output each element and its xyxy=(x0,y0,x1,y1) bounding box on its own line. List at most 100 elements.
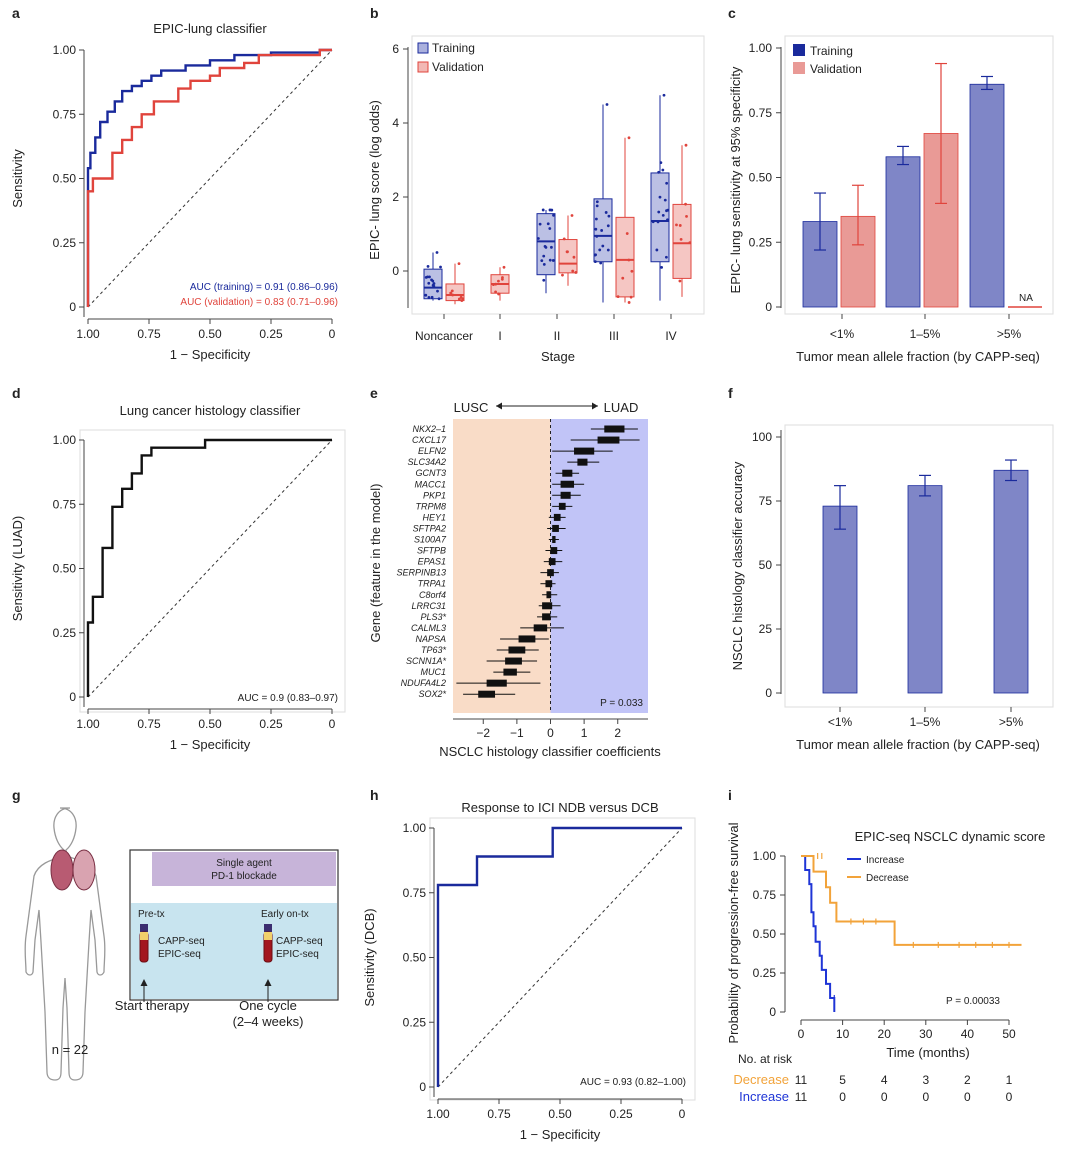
f-y-tick-label: 75 xyxy=(759,494,773,508)
c-y-tick-label: 1.00 xyxy=(749,41,773,55)
a-y-label: Sensitivity xyxy=(10,149,25,208)
b-data-point xyxy=(427,281,431,285)
a-roc-curve-0 xyxy=(86,48,332,307)
a-y-tick-label: 0.75 xyxy=(53,107,77,121)
b-data-point xyxy=(607,214,611,218)
b-data-point xyxy=(439,265,442,269)
e-box xyxy=(604,425,625,433)
d-x-tick-label: 0.50 xyxy=(198,717,222,731)
c-y-tick-label: 0.75 xyxy=(749,106,773,120)
f-y-label: NSCLC histology classifier accuracy xyxy=(730,461,745,670)
f-y-tick-label: 0 xyxy=(765,686,772,700)
d-y-tick-label: 1.00 xyxy=(53,433,77,447)
b-data-point xyxy=(451,293,455,297)
b-data-point xyxy=(432,284,436,288)
b-data-point xyxy=(551,259,555,262)
b-data-point xyxy=(437,297,441,301)
e-box xyxy=(533,624,548,632)
e-x-tick-label: 1 xyxy=(581,726,588,740)
i-risk-title: No. at risk xyxy=(738,1052,793,1066)
i-x-tick-label: 0 xyxy=(798,1027,805,1041)
i-x-tick-label: 40 xyxy=(961,1027,975,1041)
panel-label-e: e xyxy=(370,385,378,401)
e-box xyxy=(508,646,526,654)
d-y-label: Sensitivity (LUAD) xyxy=(10,516,25,621)
h-x-tick-label: 1.00 xyxy=(426,1107,450,1121)
i-y-tick-label: 0.75 xyxy=(753,888,777,902)
b-y-tick-label: 6 xyxy=(392,42,399,56)
b-data-point xyxy=(571,269,575,273)
h-y-tick-label: 0.50 xyxy=(403,951,427,965)
b-x-tick-label: II xyxy=(554,329,561,343)
e-gene-label: SFTPB xyxy=(417,546,446,556)
i-y-tick-label: 0.50 xyxy=(753,927,777,941)
i-risk-value: 11 xyxy=(795,1073,808,1087)
b-x-tick-label: IV xyxy=(665,329,676,343)
g-band-text-2: PD-1 blockade xyxy=(211,871,277,882)
b-data-point xyxy=(661,168,665,172)
e-box xyxy=(478,690,496,698)
b-data-point xyxy=(600,229,604,232)
e-gene-label: SERPINB13 xyxy=(396,568,446,578)
g-tube-early-plasma xyxy=(264,932,272,940)
e-box xyxy=(560,491,571,499)
e-box xyxy=(577,458,588,466)
b-data-point xyxy=(450,289,454,293)
c-bar-Training xyxy=(885,156,921,308)
c-bar-Training xyxy=(969,83,1005,308)
e-gene-label: SFTPA2 xyxy=(413,523,446,533)
g-assay1-capp: CAPP-seq xyxy=(158,936,205,947)
i-risk-value: 2 xyxy=(964,1073,971,1087)
i-risk-value: 0 xyxy=(1006,1090,1013,1104)
c-legend-swatch-training xyxy=(793,44,805,56)
b-data-point xyxy=(540,259,544,263)
e-box xyxy=(553,513,561,521)
b-data-point xyxy=(657,170,661,174)
e-box xyxy=(562,469,573,477)
e-box xyxy=(574,447,595,455)
b-data-point xyxy=(457,297,461,301)
b-data-point xyxy=(605,103,609,106)
b-data-point xyxy=(657,210,661,214)
e-box xyxy=(542,602,553,610)
e-box xyxy=(542,613,551,621)
c-na-label: NA xyxy=(1019,293,1033,304)
b-data-point xyxy=(594,227,598,231)
b-data-point xyxy=(436,289,439,293)
i-x-tick-label: 50 xyxy=(1002,1027,1016,1041)
b-plot-frame xyxy=(411,35,705,315)
b-data-point xyxy=(627,301,631,304)
b-data-point xyxy=(655,248,659,252)
b-box-IV-Validation xyxy=(672,203,692,279)
b-y-tick-label: 4 xyxy=(392,116,399,130)
b-data-point xyxy=(621,276,625,280)
e-gene-label: ELFN2 xyxy=(418,446,446,456)
b-data-point xyxy=(593,253,597,257)
g-lung-right xyxy=(72,849,96,891)
panel-label-a: a xyxy=(12,5,20,21)
b-data-point xyxy=(679,237,683,241)
b-data-point xyxy=(460,299,464,303)
a-y-tick-label: 0.50 xyxy=(53,172,77,186)
b-data-point xyxy=(497,279,500,283)
i-risk-value: 5 xyxy=(839,1073,846,1087)
f-x-tick-label: 1–5% xyxy=(910,715,941,729)
b-data-point xyxy=(435,251,439,254)
i-y-tick-label: 0 xyxy=(769,1005,776,1019)
i-legend-label-decrease: Decrease xyxy=(866,873,909,884)
e-box xyxy=(545,580,553,588)
b-data-point xyxy=(561,273,564,277)
f-x-label: Tumor mean allele fraction (by CAPP-seq) xyxy=(796,737,1040,752)
e-gene-label: TRPM8 xyxy=(415,501,446,511)
i-km-curve-Decrease xyxy=(801,855,1022,946)
b-data-point xyxy=(494,290,497,294)
e-box xyxy=(548,558,556,566)
e-gene-label: TP63* xyxy=(421,645,447,655)
b-data-point xyxy=(663,198,667,202)
b-data-point xyxy=(548,227,552,230)
i-km-curve-Increase xyxy=(801,855,836,1012)
h-y-tick-label: 0.75 xyxy=(403,886,427,900)
b-data-point xyxy=(685,214,688,218)
h-y-tick-label: 0 xyxy=(419,1080,426,1094)
b-data-point xyxy=(494,282,498,286)
